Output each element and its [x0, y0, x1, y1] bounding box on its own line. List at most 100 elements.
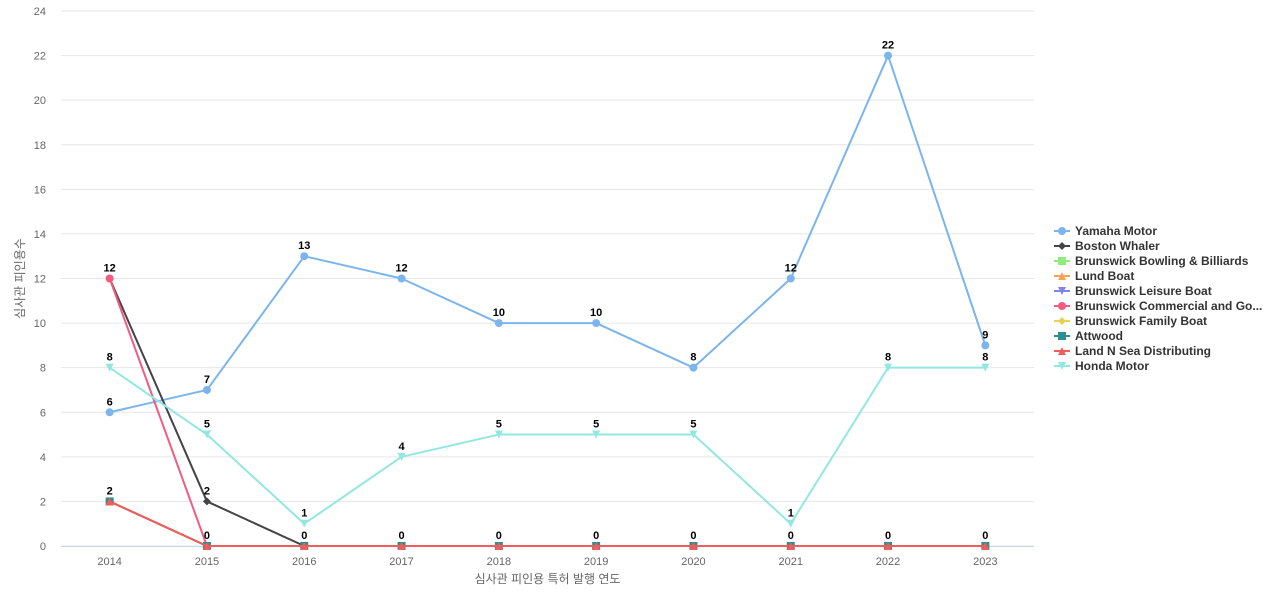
- series-line: [109, 54, 987, 414]
- y-tick-label: 20: [34, 95, 46, 107]
- legend-item[interactable]: Brunswick Leisure Boat: [1054, 284, 1212, 298]
- legend-label: Brunswick Bowling & Billiards: [1075, 254, 1249, 268]
- data-point: [300, 519, 309, 528]
- legend-item[interactable]: Lund Boat: [1054, 269, 1134, 283]
- data-point: [105, 497, 114, 506]
- data-point: [202, 385, 211, 394]
- data-point: [105, 408, 114, 417]
- data-point: [786, 542, 795, 550]
- legend-marker-icon: [1058, 272, 1066, 280]
- x-tick-label: 2018: [487, 556, 511, 568]
- data-point: [494, 542, 503, 550]
- data-point: [981, 542, 990, 550]
- data-label: 5: [593, 419, 599, 431]
- y-tick-label: 14: [34, 229, 46, 241]
- y-tick-label: 8: [40, 363, 46, 375]
- data-point: [105, 274, 114, 283]
- data-point: [202, 542, 211, 550]
- legend-item[interactable]: Brunswick Bowling & Billiards: [1054, 254, 1249, 268]
- data-label: 1: [301, 508, 307, 520]
- legend-marker-icon: [1058, 242, 1066, 250]
- data-point: [105, 363, 114, 372]
- legend-marker-icon: [1058, 257, 1066, 265]
- y-tick-label: 18: [34, 140, 46, 152]
- x-tick-label: 2014: [97, 556, 121, 568]
- legend-item[interactable]: Brunswick Commercial and Go...: [1054, 299, 1262, 313]
- data-point: [981, 363, 990, 372]
- legend-label: Brunswick Family Boat: [1075, 314, 1207, 328]
- legend-item[interactable]: Boston Whaler: [1054, 239, 1160, 253]
- data-point: [592, 319, 601, 328]
- data-point: [689, 363, 698, 372]
- data-point: [494, 430, 503, 439]
- data-label: 0: [496, 530, 502, 542]
- data-point: [592, 542, 601, 550]
- series-line: [109, 366, 986, 525]
- data-label: 0: [301, 530, 307, 542]
- legend-label: Land N Sea Distributing: [1075, 344, 1211, 358]
- x-tick-label: 2019: [584, 556, 608, 568]
- legend-item[interactable]: Honda Motor: [1054, 359, 1149, 373]
- y-tick-label: 22: [34, 51, 46, 63]
- data-point: [397, 542, 406, 550]
- data-point: [397, 274, 406, 283]
- legend-label: Brunswick Commercial and Go...: [1075, 299, 1262, 313]
- data-label: 12: [395, 263, 407, 275]
- data-label: 5: [496, 419, 502, 431]
- data-label: 22: [882, 40, 894, 52]
- legend-item[interactable]: Land N Sea Distributing: [1054, 344, 1211, 358]
- series-0: [105, 51, 990, 417]
- data-label: 12: [104, 263, 116, 275]
- data-point: [786, 274, 795, 283]
- data-label: 0: [788, 530, 794, 542]
- legend-label: Boston Whaler: [1075, 239, 1160, 253]
- legend-marker-icon: [1058, 227, 1066, 235]
- legend-label: Honda Motor: [1075, 359, 1149, 373]
- data-label: 1: [788, 508, 794, 520]
- series-9: [105, 363, 990, 528]
- data-label: 8: [885, 352, 891, 364]
- data-point: [689, 430, 698, 439]
- data-label: 0: [885, 530, 891, 542]
- data-label: 7: [204, 374, 210, 386]
- series-layer: [105, 51, 990, 550]
- legend-item[interactable]: Brunswick Family Boat: [1054, 314, 1207, 328]
- series-line: [109, 500, 986, 547]
- data-point: [884, 363, 893, 372]
- data-point: [202, 430, 211, 439]
- data-point: [494, 319, 503, 328]
- y-tick-label: 4: [40, 452, 46, 464]
- data-label: 0: [690, 530, 696, 542]
- grid-layer: [61, 10, 1034, 547]
- data-point: [300, 252, 309, 261]
- series-line: [108, 278, 208, 547]
- data-label: 8: [690, 352, 696, 364]
- x-tick-label: 2017: [389, 556, 413, 568]
- data-point: [202, 497, 211, 506]
- x-tick-label: 2022: [876, 556, 900, 568]
- data-label: 10: [493, 307, 505, 319]
- data-point: [786, 519, 795, 528]
- legend-label: Lund Boat: [1075, 269, 1134, 283]
- data-label: 8: [107, 352, 113, 364]
- legend-marker-icon: [1058, 302, 1066, 310]
- data-label: 5: [690, 419, 696, 431]
- data-label: 0: [593, 530, 599, 542]
- series-7: [105, 497, 990, 550]
- data-label: 2: [107, 485, 113, 497]
- data-label: 10: [590, 307, 602, 319]
- legend-marker-icon: [1058, 347, 1066, 355]
- data-label: 0: [204, 530, 210, 542]
- data-label: 0: [398, 530, 404, 542]
- legend-item[interactable]: Attwood: [1054, 329, 1123, 343]
- y-tick-label: 16: [34, 184, 46, 196]
- legend-marker-icon: [1058, 317, 1066, 325]
- x-tick-label: 2023: [973, 556, 997, 568]
- y-tick-label: 6: [40, 407, 46, 419]
- data-point: [592, 430, 601, 439]
- legend-item[interactable]: Yamaha Motor: [1054, 224, 1157, 238]
